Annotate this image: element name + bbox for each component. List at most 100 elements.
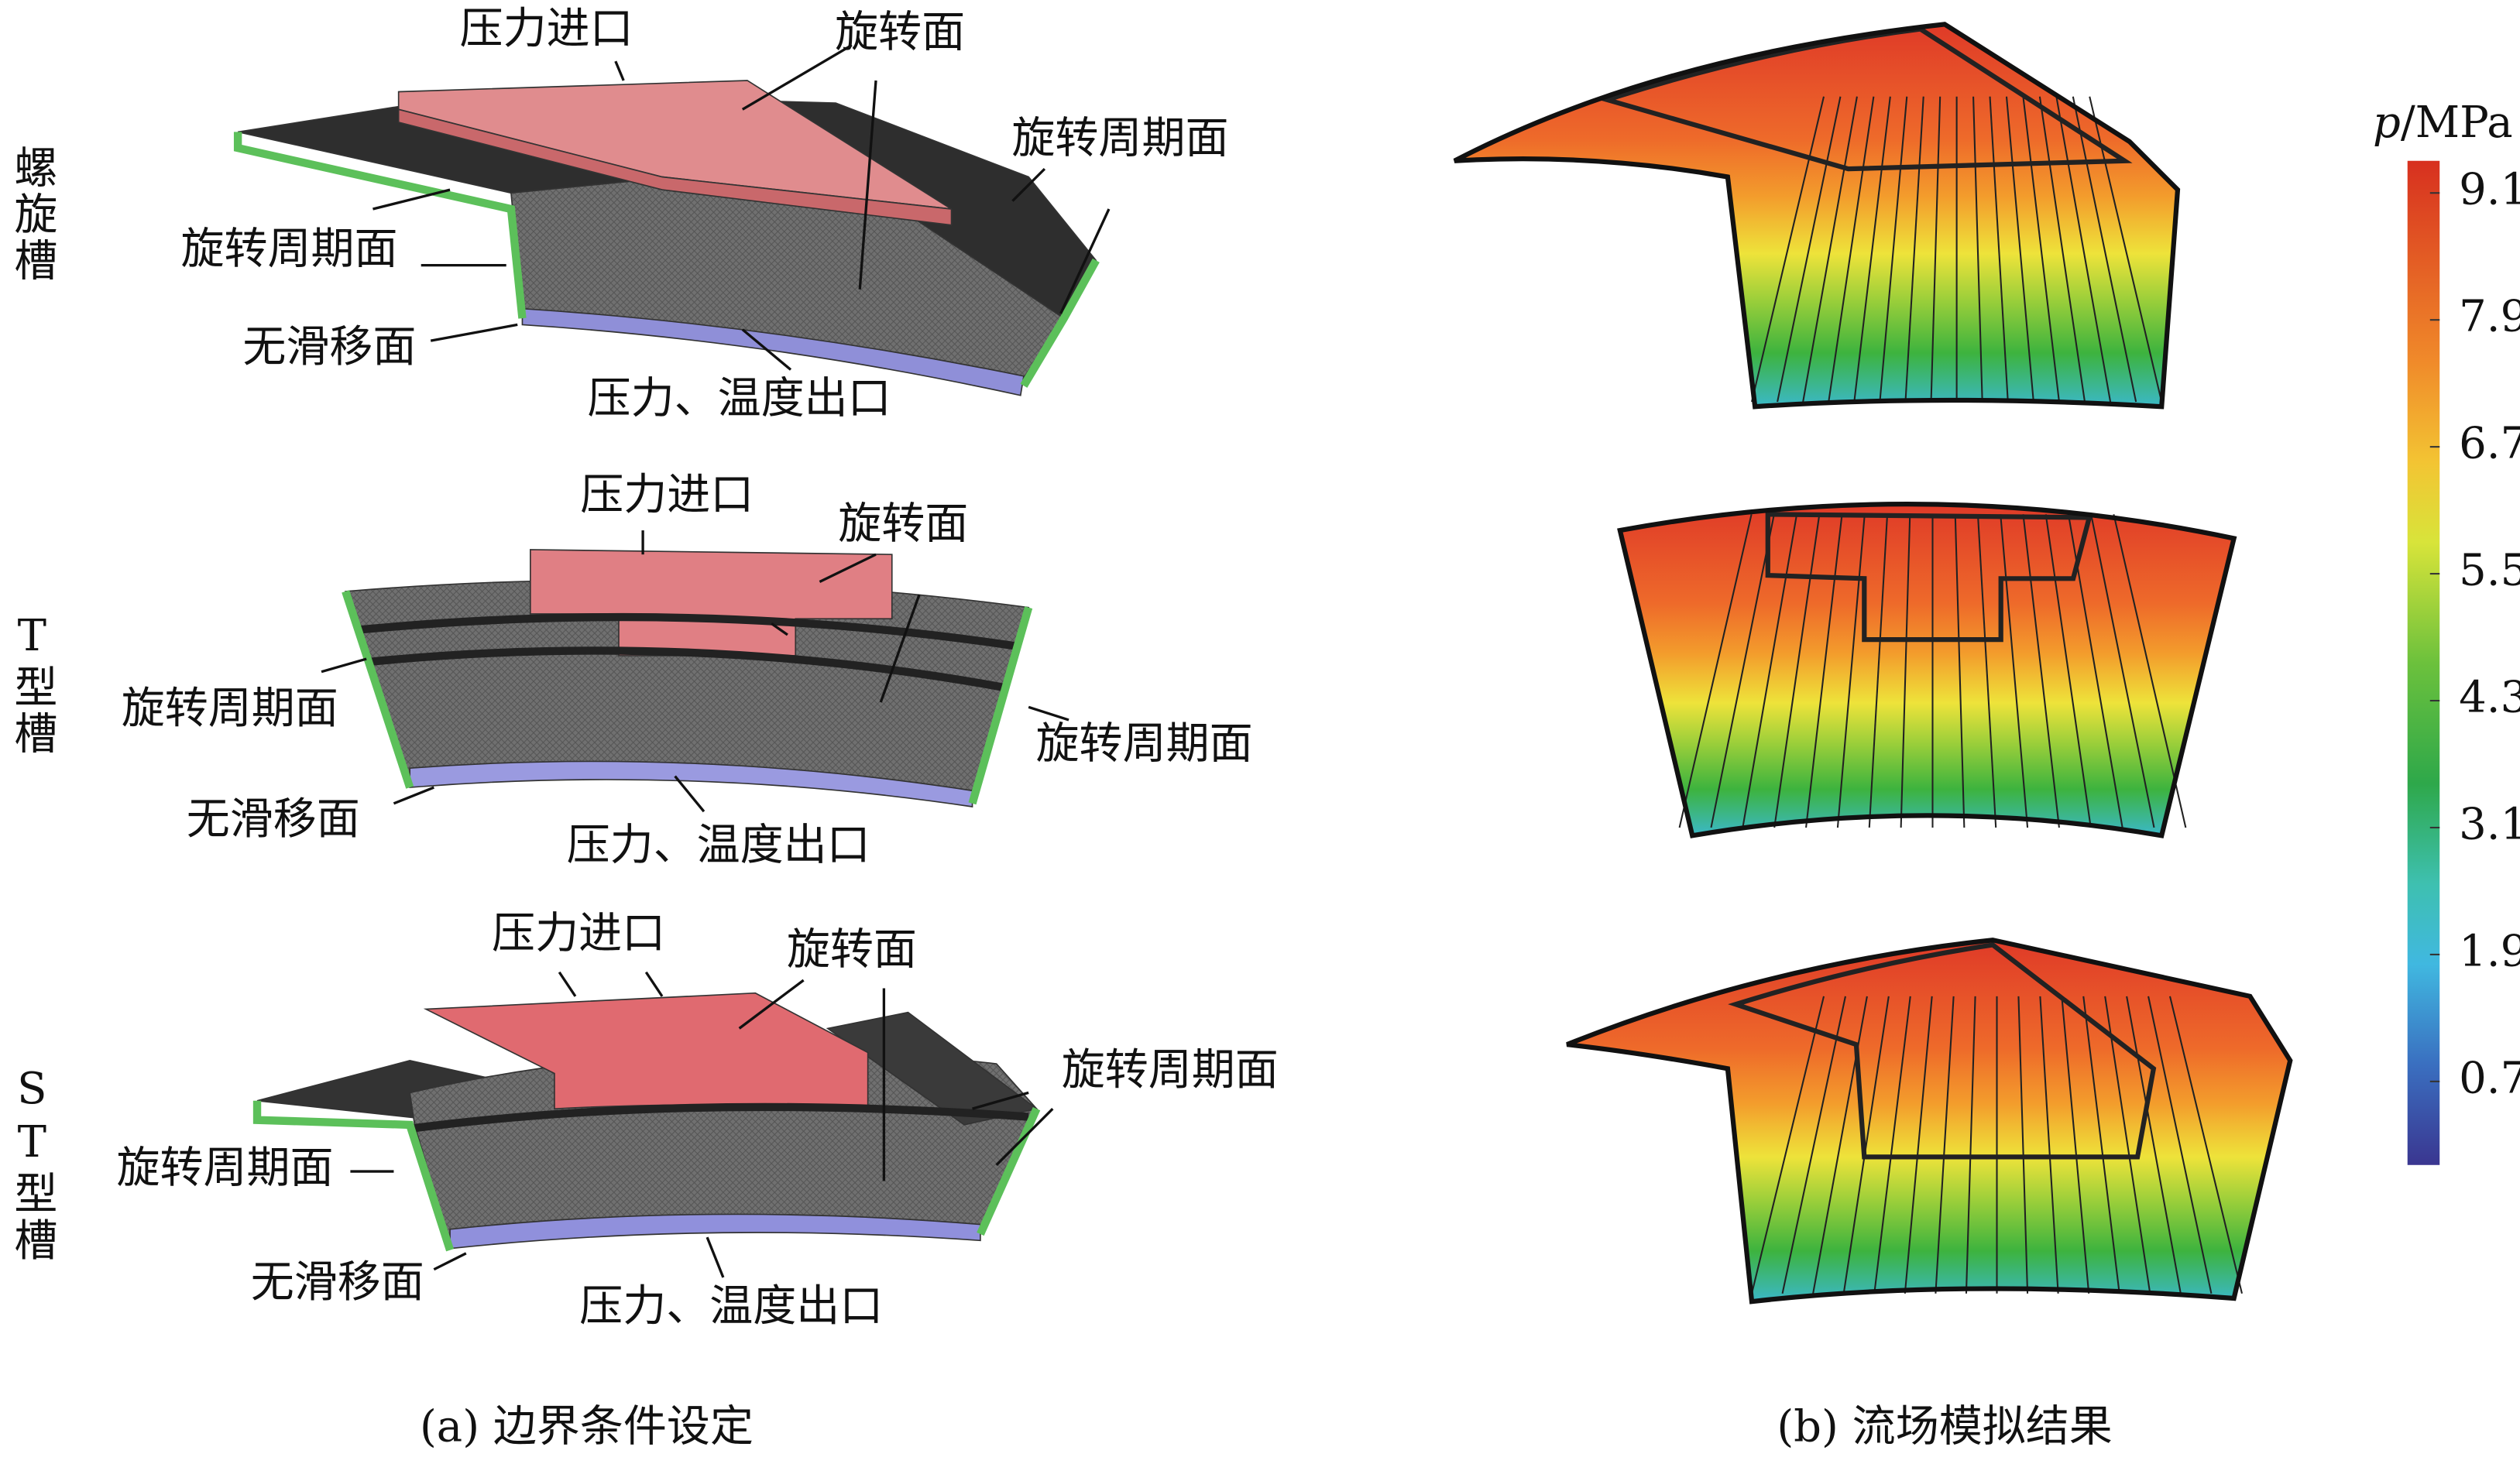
caption-a: (a) 边界条件设定	[420, 1402, 754, 1452]
streamline	[1989, 96, 2009, 403]
leader-line	[819, 553, 877, 583]
leader-line	[972, 1091, 1029, 1110]
streamline	[2061, 996, 2090, 1294]
colorbar-tick-label: 3.1	[2459, 799, 2520, 849]
periodic-edge	[252, 1100, 455, 1252]
leader-line	[771, 622, 788, 636]
field-outline	[1453, 22, 2181, 410]
callout-label: 旋转周期面	[1011, 113, 1228, 163]
leader-line	[995, 1107, 1054, 1166]
streamline	[2089, 96, 2163, 403]
streamline	[2022, 96, 2060, 403]
streamline	[1836, 514, 1866, 828]
leader-line	[373, 188, 451, 211]
leader-line	[644, 971, 664, 997]
streamline	[1777, 96, 1842, 403]
callout-label: 无滑移面	[251, 1257, 424, 1308]
leader-line	[674, 775, 706, 813]
leader-line	[738, 979, 805, 1030]
caption-b: (b) 流场模拟结果	[1777, 1402, 2112, 1452]
inlet-side	[397, 108, 953, 226]
streamline	[2038, 96, 2086, 403]
streamline	[1805, 514, 1843, 828]
streamline	[2072, 96, 2137, 403]
streamline	[1935, 996, 1955, 1294]
streamline	[2000, 514, 2029, 828]
leader-line	[706, 1236, 725, 1278]
streamline	[1879, 96, 1908, 403]
streamline	[1900, 514, 1911, 828]
periodic-edge	[977, 1107, 1041, 1236]
streamline	[2055, 96, 2112, 403]
streamline	[2017, 996, 2029, 1294]
field-outline	[1566, 938, 2293, 1305]
groove-line	[414, 1102, 1029, 1133]
outlet-face	[521, 307, 1025, 396]
leader-line	[1028, 705, 1069, 722]
callout-label: 无滑移面	[187, 794, 360, 845]
callout-label: 旋转面	[787, 924, 917, 975]
row-label: ST型槽	[7, 1064, 57, 1264]
leader-line	[558, 971, 577, 997]
pressure-field	[1619, 504, 2234, 836]
pressure-field	[1567, 940, 2291, 1302]
streamline	[2067, 514, 2123, 828]
periodic-edge	[1020, 258, 1100, 388]
streamline	[1904, 996, 1933, 1294]
callout-label: 旋转周期面	[1036, 719, 1253, 770]
colorbar-tick-label: 7.9	[2459, 292, 2520, 342]
callout-label: 旋转面	[835, 7, 965, 57]
streamline	[1751, 996, 1825, 1294]
groove-line	[366, 646, 1008, 692]
callout-label: 旋转周期面	[180, 225, 397, 275]
callout-label: 压力、温度出口	[567, 820, 870, 870]
colorbar-tick-label: 4.3	[2459, 673, 2520, 723]
callout-label: 压力进口	[492, 909, 665, 959]
colorbar-symbol: p	[2373, 98, 2401, 148]
streamline	[1954, 514, 1966, 828]
leader-line	[1059, 208, 1111, 314]
groove-outline	[1765, 512, 2093, 643]
streamline	[1751, 96, 1825, 403]
leader-line	[858, 80, 877, 290]
callout-label: 旋转周期面	[116, 1143, 333, 1194]
callout-label: 压力、温度出口	[579, 1281, 883, 1332]
callout-label: 旋转面	[838, 499, 968, 549]
streamline	[2147, 996, 2213, 1294]
row-label: T型槽	[7, 611, 57, 758]
groove-outline	[1728, 942, 2157, 1160]
streamline	[1868, 514, 1889, 828]
leader-line	[321, 657, 367, 674]
field-outline	[1617, 502, 2237, 838]
periodic-edge	[233, 132, 527, 319]
leader-line	[433, 1252, 467, 1271]
callout-label: 旋转周期面	[1062, 1045, 1279, 1095]
streamline	[1812, 996, 1868, 1294]
leader-line	[879, 594, 921, 703]
leader-line	[1011, 167, 1046, 202]
streamline	[2022, 514, 2060, 828]
callout-label: 压力、温度出口	[588, 374, 891, 424]
colorbar-tick-label: 9.1	[2459, 165, 2520, 215]
leader-line	[614, 60, 625, 81]
leader-line	[741, 43, 853, 111]
colorbar-tick-label: 6.7	[2459, 419, 2520, 469]
streamline	[1853, 96, 1891, 403]
colorbar-unit: /MPa	[2401, 98, 2513, 148]
streamline	[2044, 514, 2092, 828]
streamline	[1972, 96, 1983, 403]
leader-line	[741, 328, 792, 371]
callout-label: 无滑移面	[242, 322, 416, 372]
periodic-edge	[968, 606, 1033, 805]
streamline	[2090, 514, 2155, 828]
colorbar-title: p/MPa	[2373, 98, 2513, 148]
colorbar-tick-label: 5.5	[2459, 546, 2520, 596]
streamline	[1773, 514, 1821, 828]
leader-line	[393, 786, 434, 805]
streamline	[2169, 996, 2243, 1294]
streamline	[1930, 96, 1941, 403]
leader-line	[430, 323, 518, 342]
callout-label: 压力进口	[580, 470, 754, 520]
streamline	[2082, 996, 2120, 1294]
